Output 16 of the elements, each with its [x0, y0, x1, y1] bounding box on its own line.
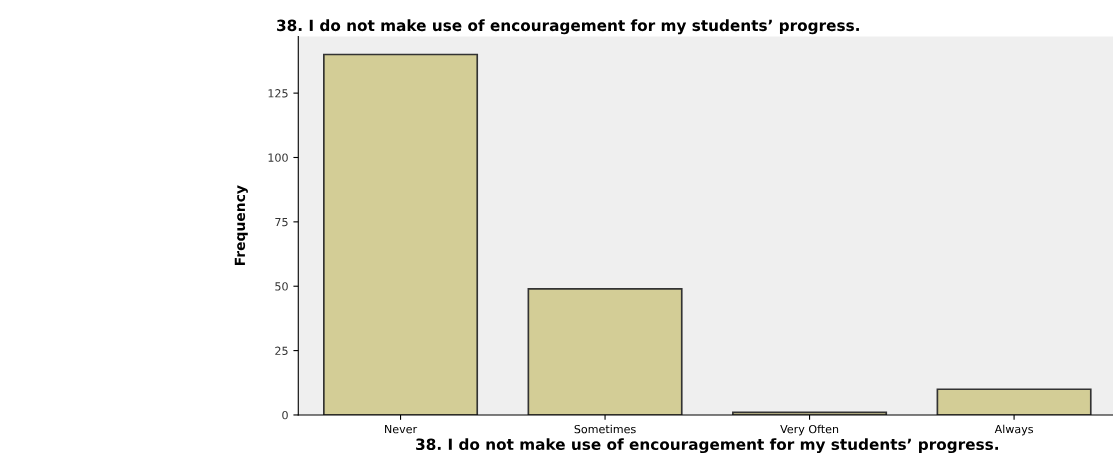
y-tick-label: 100 [268, 153, 288, 162]
y-tick-label: 125 [268, 89, 288, 98]
y-tick-label: 25 [275, 346, 288, 355]
bar [323, 53, 479, 415]
x-tick-label: Sometimes [574, 424, 636, 434]
y-tick-label: 50 [275, 282, 288, 291]
x-tick-label: Never [385, 425, 418, 434]
y-tick-label: 75 [275, 217, 288, 227]
y-axis-title: Frequency [234, 185, 248, 266]
bar [527, 287, 683, 415]
y-tick-label: 0 [282, 410, 288, 420]
x-tick-label: Very Often [780, 424, 839, 436]
x-axis-title: 38. I do not make use of encouragement for my students’ progress. [416, 438, 998, 454]
x-tick-label: Always [994, 424, 1034, 436]
chart-title: 38. I do not make use of encouragement for my students’ progress. [277, 19, 859, 35]
bar [936, 388, 1092, 415]
